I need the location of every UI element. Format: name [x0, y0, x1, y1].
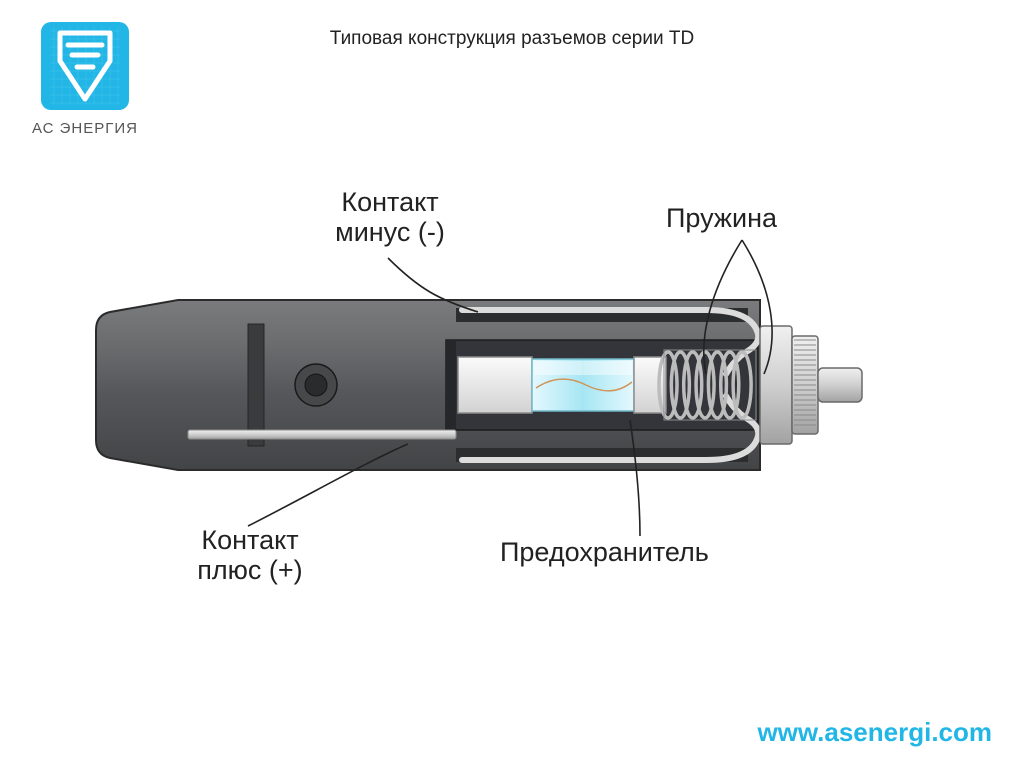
label-fuse: Предохранитель: [500, 538, 800, 568]
label-fuse-l1: Предохранитель: [500, 537, 709, 567]
label-plus-l1: Контакт: [201, 525, 298, 555]
fuse-glass-hi: [534, 361, 632, 375]
vertical-bar: [248, 324, 264, 446]
plus-contact-rail: [188, 430, 456, 439]
tip-collar-1: [760, 326, 792, 444]
website-url[interactable]: www.asenergi.com: [757, 717, 992, 748]
label-plus-l2: плюс (+): [197, 555, 302, 585]
rivet-inner: [305, 374, 327, 396]
inner-panel-edge: [446, 340, 456, 430]
label-spring: Пружина: [666, 204, 866, 234]
label-minus-l2: минус (-): [335, 217, 445, 247]
fuse-holder: [458, 357, 532, 413]
tip-shaft: [818, 368, 862, 402]
label-minus-l1: Контакт: [341, 187, 438, 217]
connector-diagram: [0, 0, 1024, 768]
label-plus: Контакт плюс (+): [160, 526, 340, 585]
label-spring-l1: Пружина: [666, 203, 777, 233]
tip-collar-2: [792, 336, 818, 434]
label-minus: Контакт минус (-): [300, 188, 480, 247]
